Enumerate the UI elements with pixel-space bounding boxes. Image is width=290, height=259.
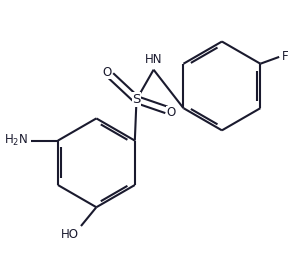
- Text: F: F: [282, 51, 288, 63]
- Text: S: S: [132, 93, 141, 106]
- Text: HN: HN: [145, 53, 162, 66]
- Text: HO: HO: [60, 228, 78, 241]
- Text: O: O: [166, 106, 175, 119]
- Text: O: O: [103, 66, 112, 79]
- Text: H$_2$N: H$_2$N: [4, 133, 28, 148]
